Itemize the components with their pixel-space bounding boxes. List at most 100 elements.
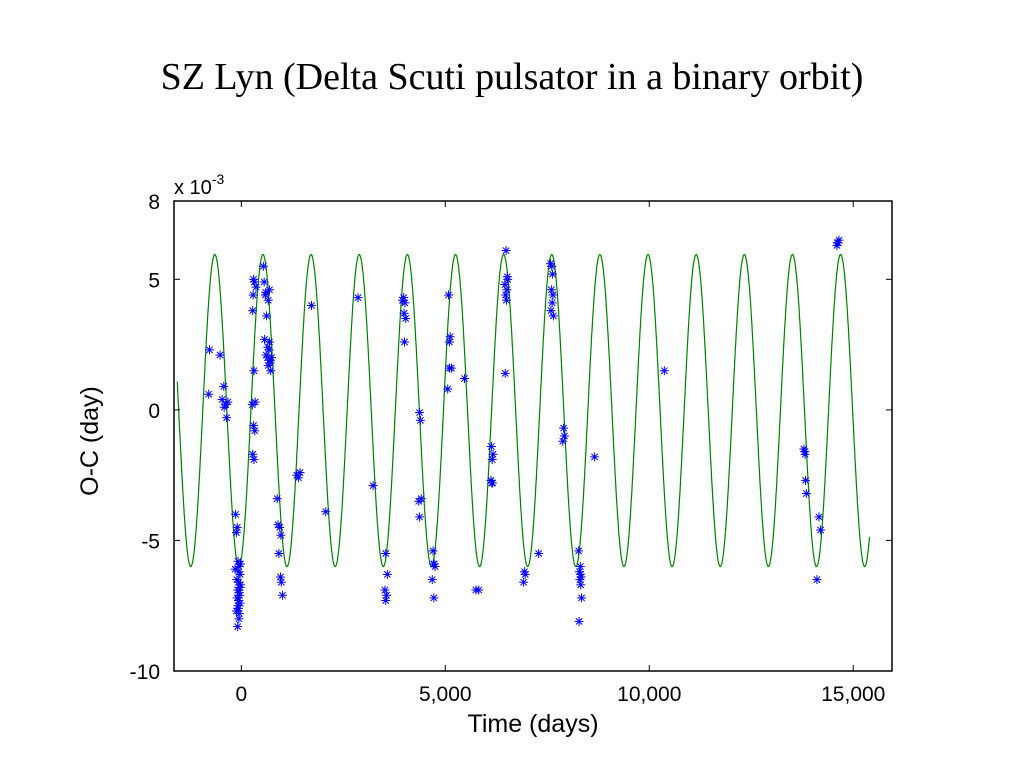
y-multiplier-label: x 10-3	[174, 171, 224, 199]
data-point	[399, 337, 409, 347]
data-point	[264, 337, 274, 347]
data-point	[577, 593, 587, 603]
x-tick-label: 10,000	[617, 683, 681, 706]
data-point	[428, 559, 438, 569]
data-point	[231, 509, 241, 519]
model-curve	[176, 253, 871, 568]
data-point	[800, 449, 810, 459]
data-point	[274, 549, 284, 558]
x-tick-label: 5,000	[419, 683, 472, 706]
data-point	[204, 389, 214, 399]
data-point	[260, 334, 270, 344]
data-point	[231, 528, 241, 538]
data-point	[487, 455, 497, 464]
data-point	[234, 614, 244, 624]
x-tick-label: 15,000	[821, 683, 885, 706]
data-point	[353, 293, 363, 303]
data-point	[272, 494, 282, 504]
data-point	[249, 366, 259, 376]
data-point	[381, 549, 391, 558]
data-point	[520, 569, 530, 579]
data-point	[275, 522, 285, 532]
slide-title: SZ Lyn (Delta Scuti pulsator in a binary…	[160, 56, 864, 98]
data-point	[217, 394, 227, 404]
data-point	[262, 311, 272, 321]
data-point	[590, 452, 600, 462]
data-point	[235, 582, 245, 592]
data-point	[812, 575, 822, 585]
data-point	[267, 353, 277, 363]
data-point	[816, 525, 826, 535]
plot-area	[173, 200, 893, 672]
y-tick-label: -10	[130, 661, 160, 684]
data-point	[814, 512, 824, 522]
data-point	[474, 585, 484, 595]
data-point	[444, 290, 454, 300]
data-point	[430, 562, 440, 572]
data-point	[234, 567, 244, 577]
data-point	[443, 384, 453, 394]
data-point	[381, 596, 391, 605]
data-point	[258, 261, 268, 271]
y-axis-label: O-C (day)	[76, 386, 104, 496]
data-point	[801, 488, 811, 498]
data-point	[534, 549, 544, 558]
data-point	[249, 274, 259, 284]
data-point	[368, 481, 378, 491]
data-point	[249, 421, 259, 431]
data-point	[487, 478, 497, 488]
data-point	[248, 290, 258, 300]
data-point	[382, 590, 392, 600]
data-point	[415, 512, 425, 522]
data-point	[801, 475, 811, 485]
data-point	[459, 374, 469, 384]
data-point	[548, 311, 558, 321]
data-point	[263, 295, 273, 305]
data-point	[250, 426, 260, 436]
data-point	[444, 363, 454, 373]
x-axis-label: Time (days)	[467, 710, 598, 738]
data-point	[215, 350, 225, 360]
data-point	[223, 397, 233, 407]
data-point	[575, 569, 585, 579]
data-point	[233, 603, 243, 613]
data-point	[558, 436, 568, 446]
data-point	[575, 562, 585, 572]
data-point	[219, 381, 229, 391]
y-tick-label: 5	[148, 269, 160, 292]
data-point	[486, 441, 496, 451]
data-point	[519, 577, 529, 587]
data-point	[502, 285, 512, 295]
data-point	[428, 546, 438, 556]
data-point	[429, 593, 439, 603]
data-point	[548, 269, 558, 279]
y-tick-label: -5	[141, 530, 160, 553]
data-point	[415, 415, 425, 425]
data-point	[415, 408, 425, 417]
observed-points-group	[204, 235, 844, 632]
data-point	[233, 622, 243, 632]
data-point	[382, 569, 392, 579]
data-point	[306, 300, 316, 310]
data-point	[547, 261, 557, 271]
data-point	[414, 496, 424, 506]
data-point	[502, 272, 512, 282]
data-point	[276, 577, 286, 587]
data-point	[397, 295, 407, 305]
data-point	[548, 290, 558, 300]
data-point	[547, 298, 557, 308]
data-point	[500, 368, 510, 378]
data-point	[659, 366, 669, 376]
data-point	[204, 345, 214, 355]
model-curve-group	[176, 253, 871, 568]
axis-ticks-group: 0 5,000 10,000 15,000 -10 -5 0 5 8	[130, 191, 892, 706]
data-point	[832, 240, 842, 250]
data-point	[574, 616, 584, 626]
data-point	[248, 449, 258, 459]
data-point	[219, 402, 229, 412]
data-point	[501, 246, 511, 256]
data-point	[235, 559, 245, 569]
data-point	[265, 358, 275, 368]
y-tick-label: 0	[148, 400, 160, 423]
